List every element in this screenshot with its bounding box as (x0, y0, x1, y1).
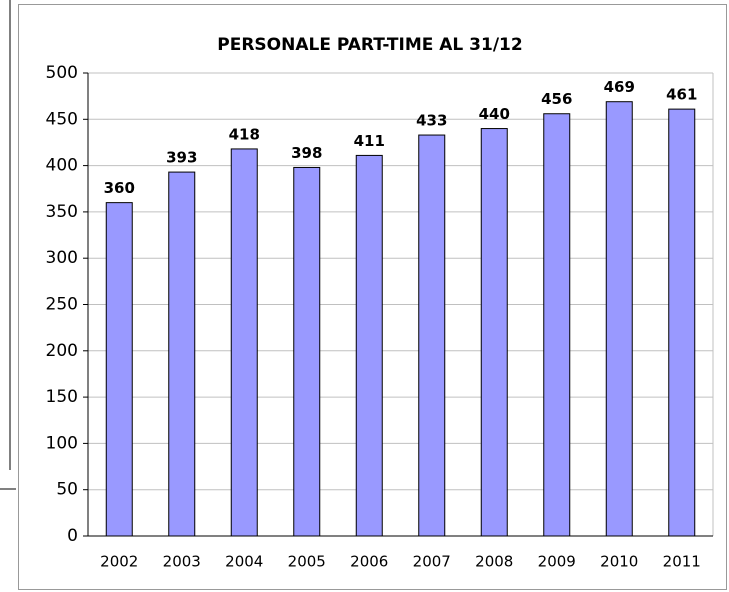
bar (418, 134, 446, 537)
bar (105, 202, 133, 537)
y-tick-label: 350 (46, 202, 78, 222)
data-label: 418 (229, 125, 260, 143)
x-tick-label: 2005 (288, 553, 326, 571)
bar (168, 171, 196, 537)
x-tick-label: 2010 (600, 553, 638, 571)
x-tick-label: 2002 (100, 553, 138, 571)
data-label: 461 (666, 86, 697, 104)
bar (480, 128, 508, 537)
data-label: 393 (166, 149, 197, 167)
data-label: 360 (104, 179, 135, 197)
chart-title: PERSONALE PART-TIME AL 31/12 (217, 35, 522, 55)
data-label: 456 (541, 90, 572, 108)
bar (668, 108, 696, 537)
data-label: 398 (291, 144, 322, 162)
bar (355, 154, 383, 537)
x-tick-label: 2011 (663, 553, 701, 571)
y-tick-label: 300 (46, 248, 78, 268)
data-label: 469 (604, 78, 635, 96)
y-tick-label: 50 (56, 480, 78, 500)
y-tick-label: 500 (46, 63, 78, 83)
bar (605, 101, 633, 537)
x-tick-label: 2007 (413, 553, 451, 571)
data-label: 440 (479, 105, 510, 123)
bar (230, 148, 258, 537)
y-tick-label: 100 (46, 433, 78, 453)
y-tick-label: 0 (67, 526, 78, 546)
x-tick-label: 2004 (225, 553, 263, 571)
bar (543, 113, 571, 537)
x-tick-label: 2008 (475, 553, 513, 571)
y-tick-label: 150 (46, 387, 78, 407)
y-tick-label: 250 (46, 295, 78, 315)
bar (293, 166, 321, 537)
x-tick-label: 2009 (538, 553, 576, 571)
y-tick-label: 200 (46, 341, 78, 361)
y-tick-label: 450 (46, 109, 78, 129)
data-label: 411 (354, 132, 385, 150)
y-tick-label: 400 (46, 156, 78, 176)
x-tick-label: 2006 (350, 553, 388, 571)
data-label: 433 (416, 112, 447, 130)
x-tick-label: 2003 (163, 553, 201, 571)
